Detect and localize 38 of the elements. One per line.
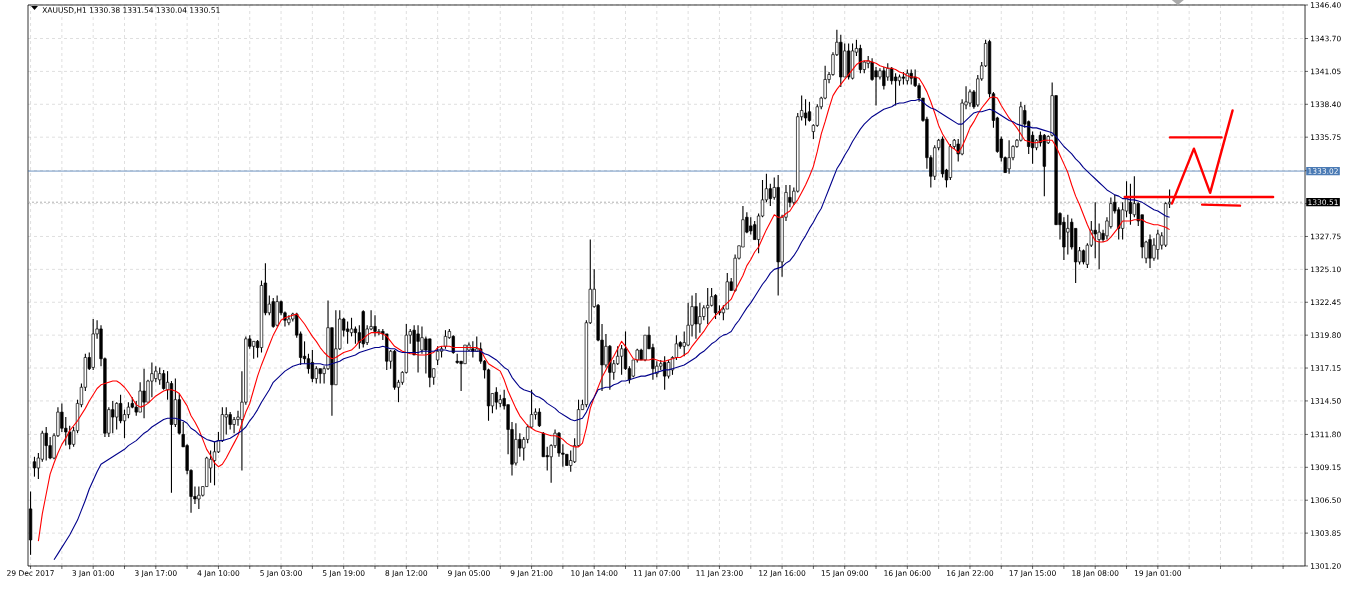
candlestick <box>275 294 279 328</box>
candlestick <box>68 425 72 450</box>
candlestick <box>514 422 518 467</box>
candlestick <box>345 320 350 345</box>
candlestick <box>1156 229 1160 260</box>
candlestick <box>858 44 862 74</box>
candlestick <box>768 183 772 207</box>
candlestick <box>416 324 420 373</box>
candlestick <box>1128 183 1133 226</box>
candlestick <box>1007 139 1011 175</box>
candlestick <box>212 441 217 486</box>
candlestick <box>1117 206 1121 241</box>
candlestick <box>706 287 710 325</box>
candlestick <box>529 389 534 429</box>
candlestick <box>424 335 428 375</box>
candlestick <box>698 302 702 334</box>
candlestick <box>435 345 440 366</box>
candlestick <box>349 317 354 337</box>
candlestick <box>803 98 808 126</box>
candlestick <box>619 344 624 376</box>
candlestick <box>44 426 48 462</box>
candlestick <box>115 401 119 431</box>
candlestick <box>1148 234 1152 269</box>
candlestick <box>893 72 898 107</box>
candlestick <box>882 66 886 90</box>
candlestick <box>197 486 201 510</box>
candlestick <box>373 314 377 337</box>
candlestick <box>494 386 498 411</box>
candlestick <box>111 400 115 434</box>
candlestick <box>32 456 37 478</box>
candlestick <box>807 101 812 123</box>
candlestick <box>1066 214 1070 256</box>
candlestick <box>694 292 698 340</box>
candlestick <box>663 355 667 391</box>
candlestick <box>537 407 542 428</box>
candlestick <box>471 340 475 359</box>
candlestick <box>142 368 146 419</box>
candlestick <box>541 431 545 458</box>
